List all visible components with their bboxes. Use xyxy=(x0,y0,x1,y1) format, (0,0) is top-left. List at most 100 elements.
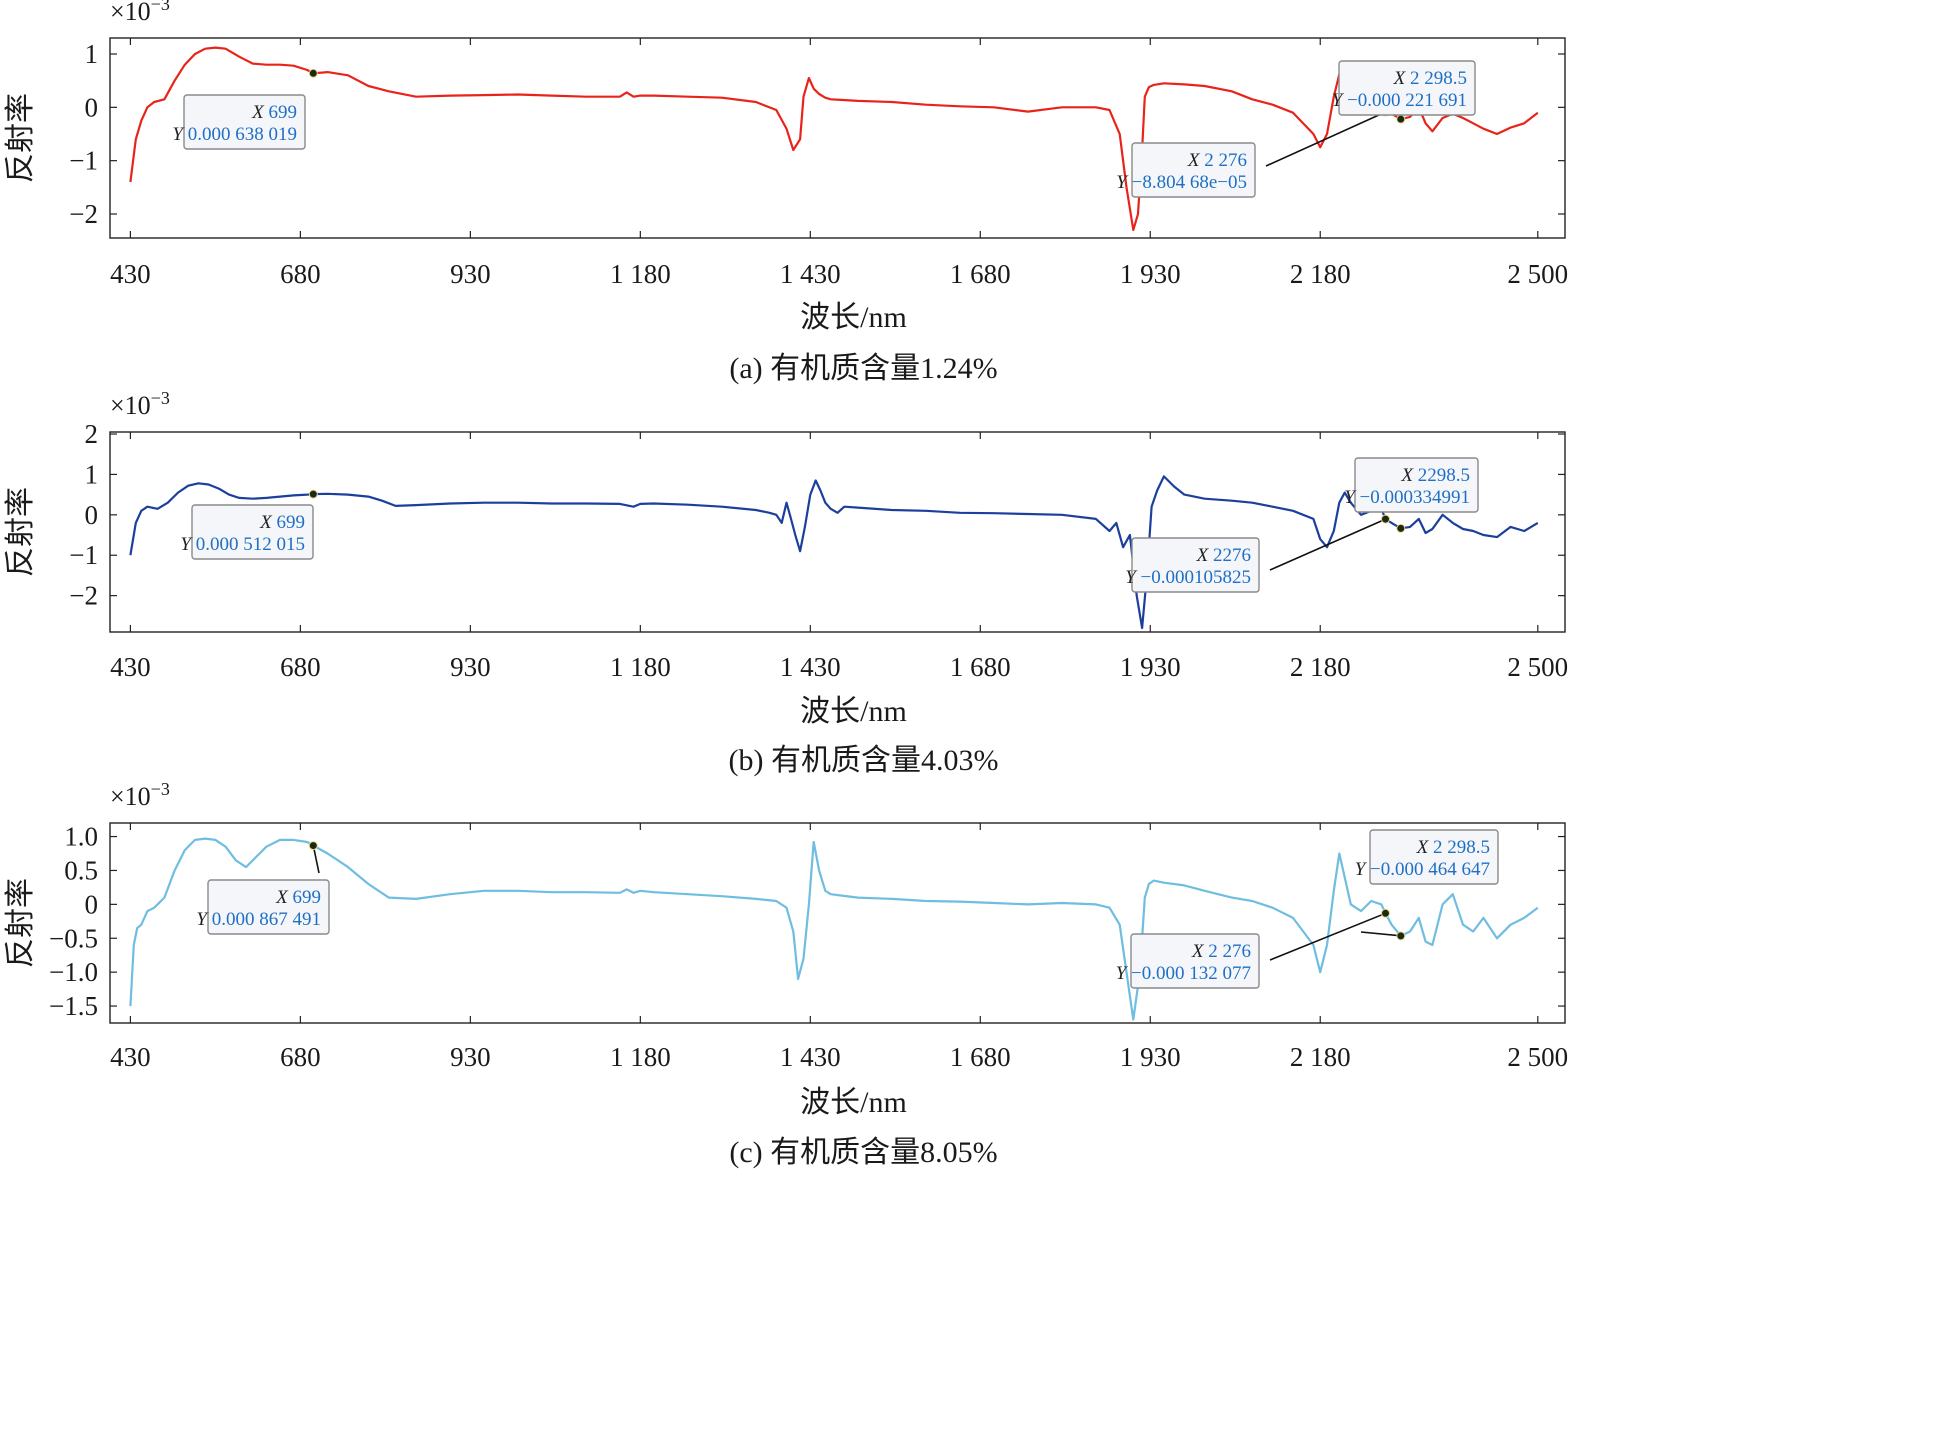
y-scale-factor: ×10−3 xyxy=(110,779,170,811)
y-scale-exponent: −3 xyxy=(151,779,170,799)
datatip-x-key: X xyxy=(259,512,273,533)
y-tick-label: 1.0 xyxy=(64,822,98,852)
datatip-y-key: Y xyxy=(1355,859,1368,880)
axes-frame xyxy=(109,822,1566,1024)
chart-panel-c: 430 680 930 1 180 1 430 1 680 1 930 2 180 2 500 1… xyxy=(4,779,1568,1169)
datatip-x-line: X 699 xyxy=(251,102,297,123)
x-tick-label: 430 xyxy=(110,652,151,682)
datatip-x-value: 699 xyxy=(293,887,322,908)
datatip-leader xyxy=(1360,931,1401,937)
datatip-x-line: X 2 276 xyxy=(1187,150,1247,171)
datatip-x-value: 2 298.5 xyxy=(1433,837,1490,858)
x-tick-label: 1 430 xyxy=(780,259,841,289)
x-tick-label: 680 xyxy=(280,1042,321,1072)
datatip-y-line: Y 0.000 512 015 xyxy=(180,534,305,555)
datatip[interactable]: X 2298.5Y −0.000334991 xyxy=(1344,457,1479,513)
datatip-leader xyxy=(1265,111,1386,167)
datatip-box xyxy=(207,879,330,935)
x-tick-label: 1 180 xyxy=(610,259,671,289)
x-tick-label: 2 180 xyxy=(1290,652,1351,682)
datatip-x-line: X 2 298.5 xyxy=(1393,68,1467,89)
datatip-leader xyxy=(1269,912,1386,961)
chart-panel-b: 430 680 930 1 180 1 430 1 680 1 930 2 180 2 500 2… xyxy=(4,388,1568,777)
x-tick-label: 2 500 xyxy=(1507,1042,1568,1072)
y-scale-base: ×10 xyxy=(110,782,151,811)
datatip-x-value: 2 276 xyxy=(1208,941,1251,962)
x-tick-label: 2 180 xyxy=(1290,1042,1351,1072)
x-tick-label: 930 xyxy=(450,259,491,289)
datatip-x-line: X 2276 xyxy=(1196,545,1251,566)
x-tick-label: 1 680 xyxy=(950,259,1011,289)
x-tick-label: 1 180 xyxy=(610,1042,671,1072)
datatip-marker[interactable] xyxy=(308,489,318,499)
datatip-y-line: Y −0.000 132 077 xyxy=(1116,963,1251,984)
x-tick-label: 1 430 xyxy=(780,1042,841,1072)
datatip-y-key: Y xyxy=(196,909,209,930)
x-tick-label: 680 xyxy=(280,259,321,289)
datatip-x-key: X xyxy=(1191,941,1205,962)
series-line-0 xyxy=(129,475,1539,630)
y-tick-label: −2 xyxy=(69,581,98,611)
y-scale-base: ×10 xyxy=(110,0,151,26)
series-line-0 xyxy=(129,837,1539,1021)
x-tick-label: 2 180 xyxy=(1290,259,1351,289)
datatip-marker[interactable] xyxy=(1396,114,1406,124)
datatip-y-key: Y xyxy=(172,124,185,145)
datatip-y-value: −0.000 132 077 xyxy=(1131,963,1251,984)
datatip-box xyxy=(191,504,314,560)
y-axis-title: 反射率 xyxy=(4,878,37,968)
x-tick-label: 1 930 xyxy=(1120,652,1181,682)
datatip-y-line: Y −8.804 68e−05 xyxy=(1116,172,1247,193)
y-axis-title: 反射率 xyxy=(4,93,37,183)
datatip-leader xyxy=(1269,518,1386,571)
datatip-x-key: X xyxy=(1187,150,1201,171)
x-tick-label: 930 xyxy=(450,652,491,682)
y-scale-base: ×10 xyxy=(110,391,151,420)
datatip[interactable]: X 2 298.5Y −0.000 464 647 xyxy=(1355,829,1499,885)
y-tick-label: −1 xyxy=(69,540,98,570)
x-tick-label: 430 xyxy=(110,1042,151,1072)
datatip-x-value: 2 298.5 xyxy=(1410,68,1467,89)
y-tick-label: 0 xyxy=(85,889,99,919)
datatip-marker[interactable] xyxy=(1396,931,1406,941)
datatip-y-key: Y xyxy=(1344,487,1357,508)
y-tick-label: 1 xyxy=(85,39,99,69)
y-tick-label: −0.5 xyxy=(49,923,98,953)
datatip-y-key: Y xyxy=(1116,172,1129,193)
datatip-marker[interactable] xyxy=(308,68,318,78)
axes-frame xyxy=(109,37,1566,239)
datatip-x-key: X xyxy=(1400,465,1414,486)
datatip-x-line: X 699 xyxy=(259,512,305,533)
datatip-x-line: X 699 xyxy=(275,887,321,908)
x-tick-label: 1 680 xyxy=(950,1042,1011,1072)
datatip-box xyxy=(1131,142,1256,198)
y-scale-factor: ×10−3 xyxy=(110,0,170,26)
datatip-x-value: 699 xyxy=(277,512,306,533)
y-tick-label: −1.0 xyxy=(49,957,98,987)
datatip-y-key: Y xyxy=(1125,567,1138,588)
datatip-y-line: Y −0.000 464 647 xyxy=(1355,859,1490,880)
datatip-marker[interactable] xyxy=(1381,514,1391,524)
x-axis-title: 波长/nm xyxy=(800,301,907,334)
x-tick-label: 680 xyxy=(280,652,321,682)
datatip[interactable]: X 2 298.5Y −0.000 221 691 xyxy=(1332,60,1476,116)
datatip-marker[interactable] xyxy=(1396,523,1406,533)
chart-panel-a: 430 680 930 1 180 1 430 1 680 1 930 2 180 2 500 1… xyxy=(4,0,1568,385)
x-tick-label: 1 930 xyxy=(1120,259,1181,289)
x-tick-label: 2 500 xyxy=(1507,259,1568,289)
datatip-marker[interactable] xyxy=(1381,908,1391,918)
datatip-x-key: X xyxy=(251,102,265,123)
datatip-y-key: Y xyxy=(1116,963,1129,984)
datatip-marker[interactable] xyxy=(308,841,318,851)
datatip-y-line: Y −0.000105825 xyxy=(1125,567,1251,588)
datatip-y-line: Y −0.000 221 691 xyxy=(1332,90,1467,111)
y-tick-label: 2 xyxy=(85,419,99,449)
y-tick-label: −2 xyxy=(69,199,98,229)
